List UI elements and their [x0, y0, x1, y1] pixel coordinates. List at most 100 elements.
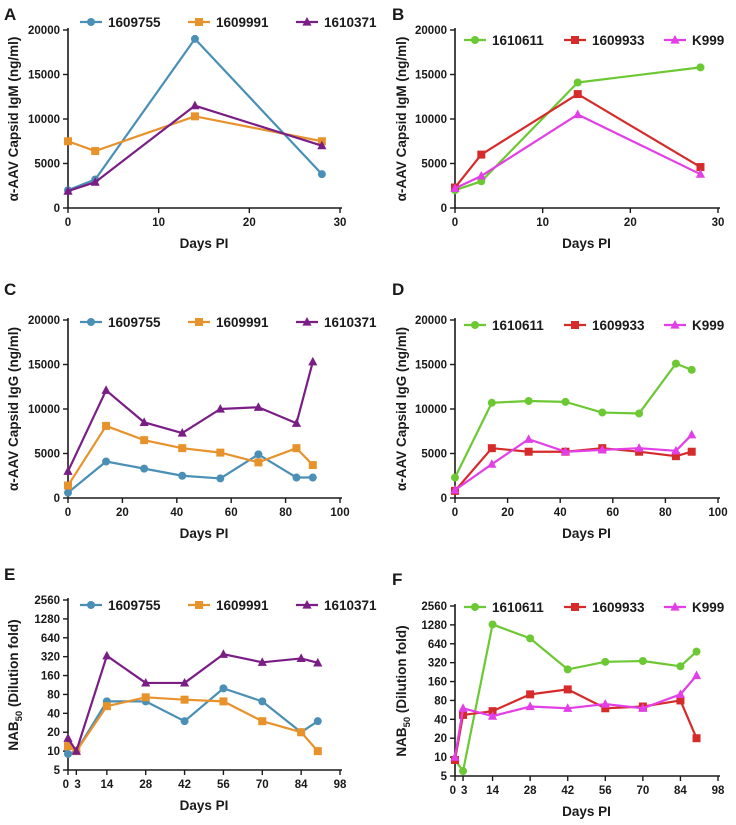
data-point [178, 444, 187, 453]
data-point [687, 447, 696, 456]
series-1609933 [451, 90, 705, 192]
series-1609991 [64, 693, 322, 756]
x-tick-label: 42 [178, 779, 191, 791]
data-point [524, 447, 533, 456]
data-point [676, 662, 685, 671]
data-point [563, 665, 572, 674]
legend-entry: K999 [664, 318, 724, 333]
y-tick-label: 80 [434, 695, 447, 707]
y-tick-label: 10000 [28, 404, 60, 416]
y-tick-label: 10000 [415, 404, 447, 416]
data-point [597, 444, 607, 454]
y-tick-label: 10000 [415, 114, 447, 126]
data-point [313, 747, 322, 756]
data-point [64, 749, 72, 758]
data-point [63, 733, 73, 742]
series-line [454, 113, 701, 190]
data-point [64, 137, 72, 146]
x-tick-label: 0 [63, 779, 69, 791]
legend-marker [195, 601, 203, 609]
x-tick-label: 56 [217, 779, 230, 791]
y-tick-label: 320 [428, 658, 447, 670]
data-point [313, 657, 323, 667]
x-tick-label: 3 [461, 785, 467, 797]
data-point [297, 728, 306, 737]
y-tick-label: 5 [441, 771, 448, 783]
y-axis-title-main: NAB [394, 727, 409, 756]
data-point [254, 458, 263, 467]
y-axis-title: NAB50 (Dilution fold) [6, 619, 25, 750]
y-tick-label: 40 [434, 714, 447, 726]
legend-label: 1610371 [324, 315, 377, 330]
x-tick-label: 20 [116, 507, 129, 519]
series-line [67, 361, 314, 472]
x-tick-label: 0 [452, 217, 458, 229]
data-point [487, 398, 496, 407]
x-axis-title: Days PI [562, 804, 611, 819]
y-tick-label: 160 [428, 677, 447, 689]
y-tick-label: 15000 [415, 70, 447, 82]
data-point [91, 147, 100, 156]
data-point [292, 444, 301, 453]
series-1610611 [451, 359, 696, 482]
x-axis-title: Days PI [180, 526, 229, 541]
data-point [692, 647, 701, 656]
y-tick-label: 20000 [415, 315, 447, 327]
legend-marker [670, 602, 680, 611]
legend-entry: 1609755 [80, 598, 161, 613]
data-point [687, 365, 696, 374]
x-tick-label: 70 [636, 785, 649, 797]
series-line [454, 447, 692, 492]
data-point [450, 752, 460, 761]
x-tick-label: 14 [486, 785, 499, 797]
data-point [308, 473, 317, 482]
data-point [71, 746, 81, 755]
y-tick-label: 320 [41, 652, 60, 664]
legend-entry: 1610611 [464, 33, 544, 48]
series-K999 [450, 429, 697, 494]
data-point [695, 169, 706, 178]
data-point [635, 409, 644, 418]
legend-label: 1609991 [216, 15, 269, 30]
data-point [573, 90, 582, 99]
legend-entry: 1609755 [80, 315, 161, 330]
data-point [696, 163, 705, 172]
data-point [488, 620, 497, 629]
x-tick-label: 84 [295, 779, 308, 791]
data-point [671, 452, 680, 461]
data-point [218, 649, 229, 658]
x-tick-label: 40 [170, 507, 183, 519]
data-point [216, 448, 225, 457]
x-tick-label: 80 [659, 507, 672, 519]
data-point [215, 404, 225, 413]
y-tick-label: 0 [54, 203, 60, 215]
x-tick-label: 14 [100, 779, 113, 791]
data-point [525, 701, 535, 711]
legend-entry: 1610611 [464, 600, 544, 615]
x-tick-label: 28 [139, 779, 152, 791]
y-tick-label: 160 [41, 671, 60, 683]
data-point [90, 177, 100, 186]
data-point [102, 702, 111, 711]
legend-label: K999 [692, 600, 724, 615]
y-tick-label: 1280 [421, 620, 447, 632]
data-point [676, 696, 685, 705]
y-tick-label: 0 [441, 493, 447, 505]
data-point [451, 473, 459, 482]
series-line [67, 453, 313, 494]
x-tick-label: 100 [708, 507, 727, 519]
legend-entry: K999 [664, 600, 724, 615]
data-point [291, 418, 302, 427]
y-tick-label: 10 [47, 746, 60, 758]
y-tick-label: 20 [47, 727, 60, 739]
y-tick-label: 20000 [28, 315, 60, 327]
y-tick-label: 2560 [421, 601, 447, 613]
data-point [178, 471, 187, 480]
data-point [258, 717, 267, 726]
data-point [216, 474, 225, 483]
x-tick-label: 56 [599, 785, 612, 797]
x-tick-label: 0 [65, 217, 71, 229]
series-1610371 [63, 649, 323, 755]
legend-label: 1609933 [592, 318, 645, 333]
legend-label: 1609991 [216, 598, 269, 613]
